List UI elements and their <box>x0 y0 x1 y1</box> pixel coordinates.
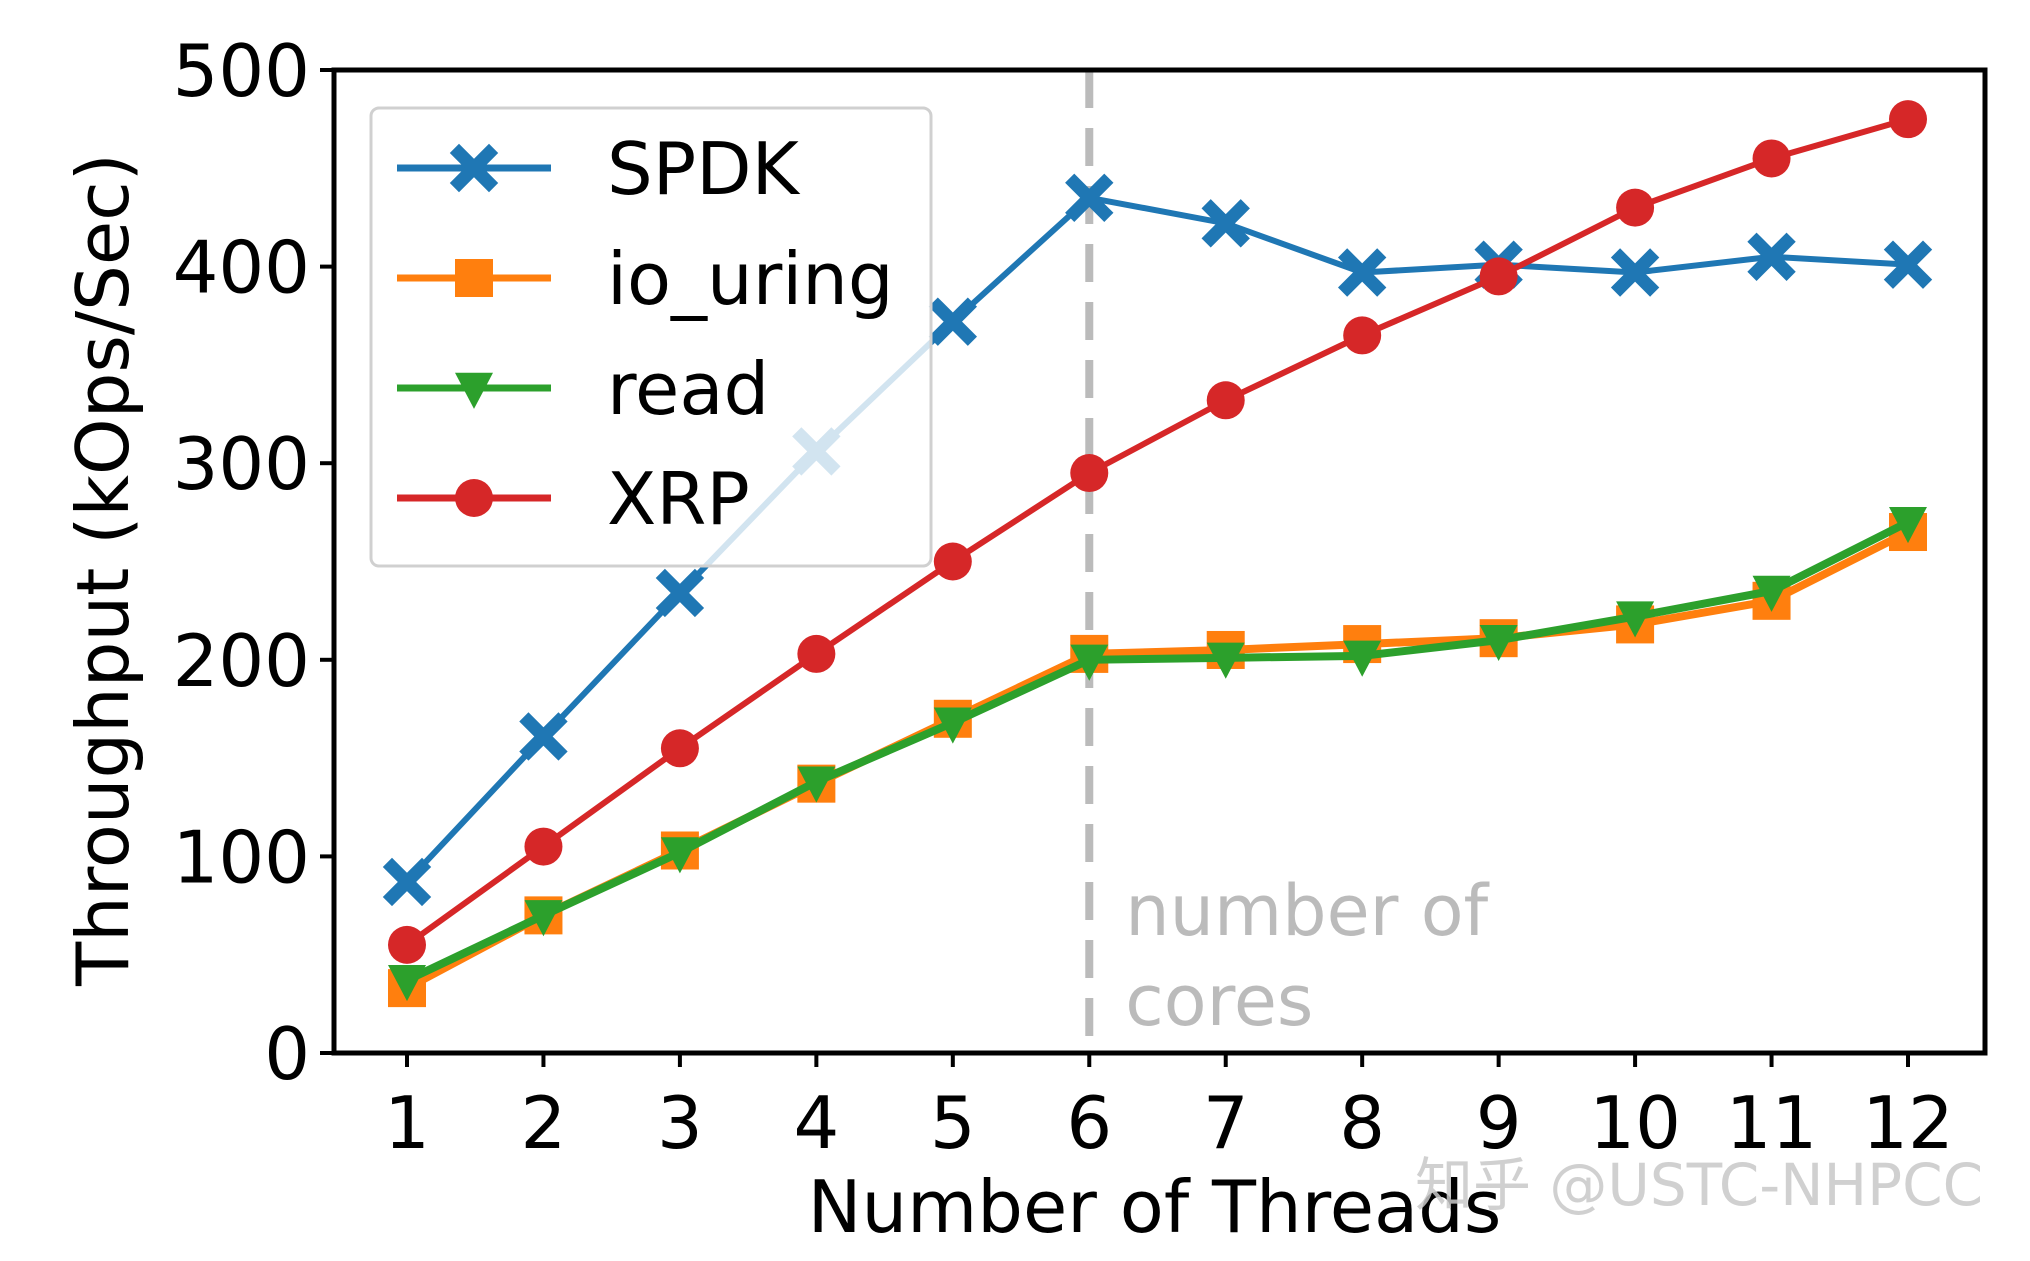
x-tick-label: 10 <box>1589 1081 1681 1165</box>
legend-label: io_uring <box>607 237 894 321</box>
y-tick-label: 0 <box>264 1012 310 1096</box>
y-tick-label: 200 <box>173 619 310 703</box>
data-point-read-12 <box>1889 506 1927 544</box>
data-point-read-3 <box>660 837 699 874</box>
y-tick-label: 500 <box>173 29 310 113</box>
data-point-read-9 <box>1479 624 1518 662</box>
data-point-SPDK-3 <box>655 568 705 618</box>
legend-label: SPDK <box>607 127 801 211</box>
watermark: 知乎 @USTC-NHPCC <box>1415 1151 1983 1219</box>
x-axis-label: Number of Threads <box>808 1165 1502 1249</box>
series-line-SPDK <box>404 194 1909 885</box>
data-point-SPDK-5-stroke <box>928 297 978 346</box>
data-point-SPDK-11 <box>1747 232 1796 281</box>
legend-marker-io_uring <box>455 259 493 297</box>
data-point-SPDK-8 <box>1337 248 1387 297</box>
data-point-XRP-3 <box>660 729 699 768</box>
legend-marker-SPDK-stroke <box>449 143 499 193</box>
legend-box <box>369 106 933 568</box>
data-point-SPDK-8-stroke <box>1337 248 1387 297</box>
data-point-XRP-11 <box>1752 139 1791 178</box>
data-point-SPDK-11-stroke <box>1747 232 1796 281</box>
x-tick-label: 3 <box>657 1081 703 1165</box>
x-tick-label: 8 <box>1339 1081 1385 1165</box>
data-point-SPDK-1 <box>382 857 432 907</box>
data-point-read-4 <box>797 766 836 803</box>
data-point-XRP-12 <box>1889 100 1927 139</box>
x-tick-label: 1 <box>384 1081 430 1165</box>
data-point-SPDK-2-stroke <box>519 712 568 761</box>
data-point-SPDK-10-stroke <box>1610 248 1660 297</box>
cores-annotation-text: cores <box>1125 960 1313 1042</box>
legend-marker-XRP <box>455 479 493 517</box>
data-point-SPDK-7 <box>1201 199 1250 248</box>
data-point-SPDK-2 <box>519 712 568 761</box>
data-point-read-8 <box>1343 640 1382 677</box>
data-point-XRP-10 <box>1616 188 1655 227</box>
x-tick-label: 11 <box>1726 1081 1818 1165</box>
data-point-read-1 <box>388 965 426 1002</box>
x-tick-label: 9 <box>1476 1081 1522 1165</box>
data-point-read-7 <box>1206 642 1245 679</box>
x-tick-label: 5 <box>930 1081 976 1165</box>
data-point-SPDK-6 <box>1065 173 1114 222</box>
x-tick-label: 6 <box>1066 1081 1112 1165</box>
x-tick-label: 4 <box>793 1081 839 1165</box>
data-point-XRP-2 <box>524 827 563 866</box>
data-point-XRP-8 <box>1343 316 1382 355</box>
legend-marker-SPDK <box>449 143 499 193</box>
data-point-read-2 <box>524 900 563 937</box>
data-point-SPDK-3-stroke <box>655 568 705 618</box>
y-tick-label: 300 <box>173 422 310 506</box>
plot-frame <box>331 67 1988 1056</box>
data-point-SPDK-12-stroke <box>1883 240 1933 289</box>
data-point-SPDK-6-stroke <box>1065 173 1114 222</box>
x-tick-label: 7 <box>1203 1081 1249 1165</box>
legend-label: read <box>607 347 769 431</box>
series-line-XRP <box>405 116 1909 948</box>
legend-marker-read <box>455 372 493 409</box>
legend-label: XRP <box>607 457 750 541</box>
data-point-read-10 <box>1616 601 1655 638</box>
y-tick-label: 400 <box>173 226 310 310</box>
data-point-XRP-4 <box>797 634 836 673</box>
x-tick-label: 2 <box>521 1081 567 1165</box>
x-tick-label: 12 <box>1862 1081 1954 1165</box>
cores-annotation-text: number of <box>1125 870 1489 952</box>
data-point-SPDK-1-stroke <box>382 857 432 907</box>
y-axis-label: Throughput (kOps/Sec) <box>61 153 145 987</box>
data-point-SPDK-10 <box>1610 248 1660 297</box>
data-point-XRP-9 <box>1479 257 1518 296</box>
data-point-XRP-1 <box>388 925 426 964</box>
data-point-XRP-5 <box>933 542 972 581</box>
series-line-read <box>405 518 1910 984</box>
data-point-read-6 <box>1070 644 1109 681</box>
y-tick-label: 100 <box>173 815 310 899</box>
data-point-XRP-6 <box>1070 454 1109 493</box>
data-point-read-5 <box>933 707 972 744</box>
data-point-SPDK-5 <box>928 297 978 346</box>
data-point-XRP-7 <box>1206 381 1245 420</box>
data-point-read-11 <box>1752 575 1791 612</box>
data-point-SPDK-12 <box>1883 240 1933 289</box>
data-point-SPDK-7-stroke <box>1201 199 1250 248</box>
